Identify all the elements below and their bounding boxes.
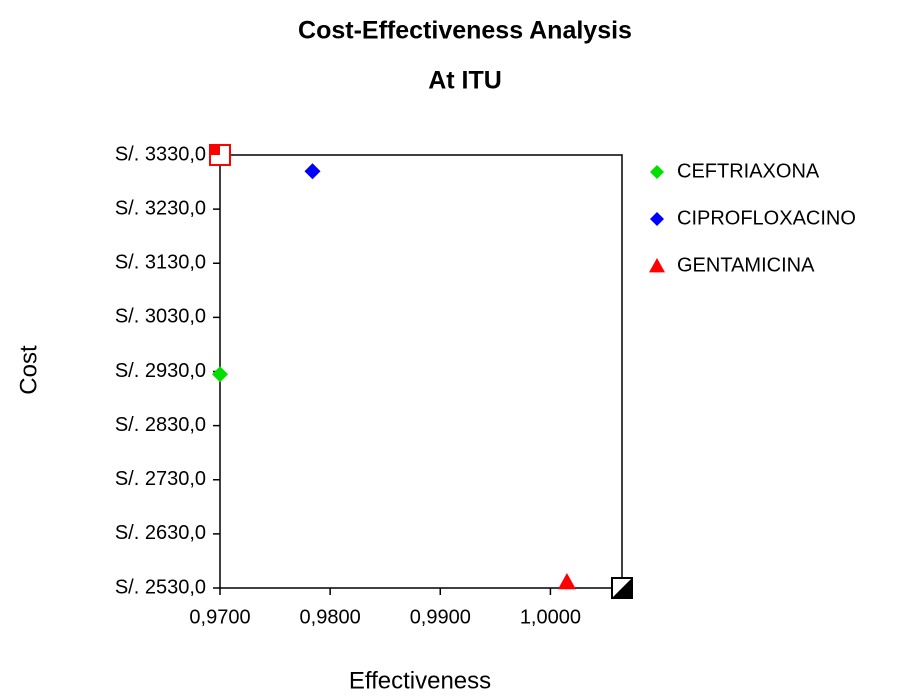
x-tick-label: 0,9700 — [189, 606, 250, 628]
y-tick-label: S/. 3030,0 — [115, 306, 206, 328]
chart-subtitle: At ITU — [428, 67, 502, 95]
x-tick-label: 1,0000 — [520, 606, 581, 628]
y-tick-label: S/. 2930,0 — [115, 360, 206, 382]
y-tick-label: S/. 2730,0 — [115, 468, 206, 490]
y-tick-label: S/. 3230,0 — [115, 197, 206, 219]
x-axis-label: Effectiveness — [349, 667, 491, 694]
y-tick-label: S/. 2630,0 — [115, 522, 206, 544]
data-point — [557, 573, 576, 590]
legend-label: GENTAMICINA — [677, 254, 815, 276]
y-tick-label: S/. 2530,0 — [115, 576, 206, 598]
legend-label: CIPROFLOXACINO — [677, 207, 856, 229]
y-tick-label: S/. 3330,0 — [115, 143, 206, 165]
legend-marker — [650, 212, 664, 226]
legend-marker — [650, 165, 664, 179]
x-tick-label: 0,9800 — [300, 606, 361, 628]
legend-marker — [649, 258, 665, 273]
data-point — [212, 366, 228, 383]
legend-label: CEFTRIAXONA — [677, 160, 820, 182]
y-tick-label: S/. 2830,0 — [115, 414, 206, 436]
x-tick-label: 0,9900 — [410, 606, 471, 628]
chart-title: Cost-Effectiveness Analysis — [298, 17, 632, 45]
y-tick-label: S/. 3130,0 — [115, 252, 206, 274]
reference-point-fill — [612, 578, 632, 598]
plot-frame — [219, 154, 623, 589]
reference-point-fill — [210, 145, 220, 155]
data-point — [304, 163, 321, 180]
y-axis-label: Cost — [15, 345, 42, 395]
